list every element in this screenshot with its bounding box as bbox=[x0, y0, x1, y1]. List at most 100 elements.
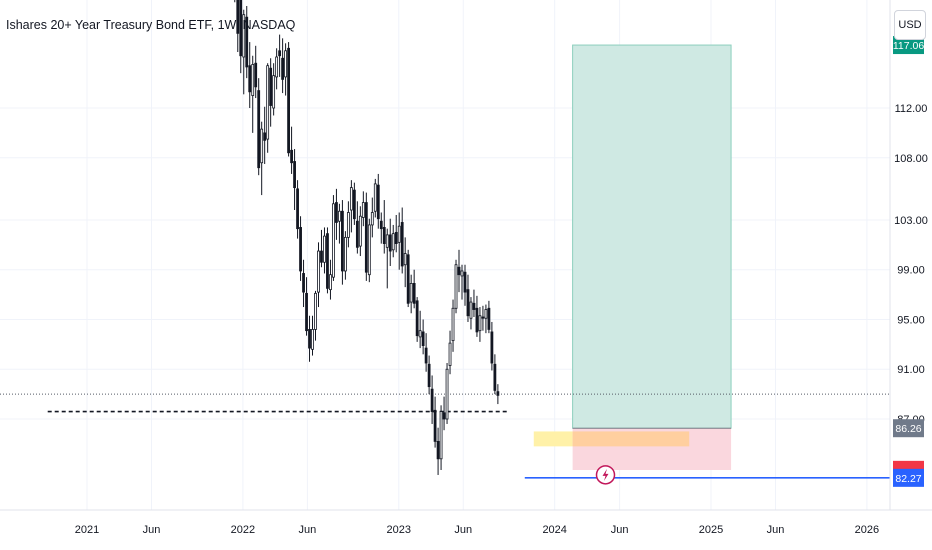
candles bbox=[234, 0, 500, 475]
candle bbox=[439, 405, 443, 471]
candle bbox=[284, 43, 288, 96]
candle bbox=[293, 149, 296, 211]
candle bbox=[397, 212, 401, 270]
candle-body bbox=[427, 363, 431, 388]
candle bbox=[361, 191, 365, 227]
price-badge-label: 82.27 bbox=[895, 473, 921, 485]
candle-body bbox=[430, 388, 434, 412]
candle bbox=[251, 55, 255, 133]
candle bbox=[281, 38, 285, 94]
candle-body bbox=[406, 254, 410, 304]
candle bbox=[245, 5, 249, 79]
y-tick-label: 108.00 bbox=[894, 153, 928, 165]
candle bbox=[457, 249, 461, 293]
candle bbox=[379, 212, 383, 244]
candle bbox=[493, 354, 497, 395]
candle-body bbox=[352, 189, 356, 220]
x-tick-label: Jun bbox=[299, 524, 317, 536]
currency-button[interactable]: USD bbox=[894, 10, 926, 40]
candle-body bbox=[436, 440, 440, 460]
candle-body bbox=[418, 330, 422, 338]
candle-body bbox=[412, 283, 416, 304]
candle-body bbox=[358, 215, 362, 247]
candle-body bbox=[391, 233, 395, 251]
candle bbox=[311, 315, 314, 356]
stop-price-badge bbox=[893, 460, 924, 471]
candle-body bbox=[445, 368, 449, 420]
candle bbox=[409, 274, 413, 314]
candle bbox=[335, 188, 338, 240]
candle-body bbox=[364, 202, 368, 273]
candle-body bbox=[305, 292, 308, 332]
candle-body bbox=[478, 315, 482, 332]
candle bbox=[430, 375, 434, 424]
candle-body bbox=[469, 301, 473, 319]
candle-body bbox=[260, 128, 264, 164]
candle bbox=[427, 355, 431, 395]
candle bbox=[406, 249, 410, 308]
price-badge-label: 86.26 bbox=[895, 423, 921, 435]
candle-body bbox=[239, 0, 243, 57]
candle bbox=[346, 201, 350, 248]
candle bbox=[242, 9, 246, 95]
candle-body bbox=[287, 47, 290, 154]
flash-bolt-icon bbox=[602, 468, 609, 481]
candle bbox=[376, 173, 380, 229]
price-badge bbox=[893, 36, 924, 55]
candle bbox=[239, 0, 243, 74]
candle bbox=[451, 299, 455, 352]
candle-body bbox=[409, 283, 413, 303]
price-badge bbox=[893, 468, 924, 487]
candle-body bbox=[355, 220, 359, 248]
candle-body bbox=[487, 307, 491, 330]
candle-body bbox=[346, 212, 350, 238]
candle bbox=[266, 63, 270, 153]
candle-body bbox=[373, 183, 377, 212]
time-axis-panel bbox=[0, 510, 932, 550]
candle-body bbox=[424, 347, 428, 364]
candle bbox=[463, 264, 467, 306]
candle-body bbox=[290, 149, 293, 164]
candle-body bbox=[403, 253, 407, 266]
candle bbox=[412, 269, 416, 309]
price-axis-panel bbox=[890, 0, 932, 550]
candle-body bbox=[361, 202, 365, 218]
candle bbox=[343, 231, 347, 280]
candle-body bbox=[463, 271, 467, 293]
candle-body bbox=[278, 50, 282, 57]
symbol-title[interactable]: Ishares 20+ Year Treasury Bond ETF, 1W, … bbox=[6, 18, 296, 32]
candle-body bbox=[335, 202, 338, 223]
candle-body bbox=[466, 289, 470, 317]
candle-body bbox=[490, 331, 494, 364]
candle-body bbox=[251, 64, 255, 96]
candle-body bbox=[496, 391, 500, 396]
price-badge bbox=[893, 419, 924, 438]
price-badges: 117.06 86.26 82.27 bbox=[893, 36, 924, 487]
candle-body bbox=[475, 307, 479, 333]
candle-body bbox=[379, 220, 383, 230]
candle bbox=[448, 330, 452, 375]
candle-body bbox=[382, 227, 386, 244]
candle bbox=[305, 277, 308, 336]
candle bbox=[323, 227, 326, 274]
candle-body bbox=[349, 187, 353, 211]
candle bbox=[364, 192, 368, 281]
candle-body bbox=[338, 210, 341, 222]
candle-body bbox=[484, 309, 488, 319]
candle-body bbox=[254, 62, 258, 88]
candle-body bbox=[299, 227, 302, 272]
candle bbox=[454, 259, 458, 314]
candle bbox=[367, 218, 371, 283]
candle-body bbox=[451, 307, 455, 342]
candle-body bbox=[248, 65, 252, 93]
candle bbox=[400, 207, 404, 274]
candle-body bbox=[302, 273, 305, 293]
candle bbox=[418, 310, 422, 349]
candle-body bbox=[272, 75, 276, 109]
candle bbox=[481, 305, 485, 331]
candle bbox=[349, 180, 353, 233]
candle-body bbox=[323, 235, 326, 263]
y-tick-label: 103.00 bbox=[894, 215, 928, 227]
x-tick-label: 2024 bbox=[542, 524, 566, 536]
